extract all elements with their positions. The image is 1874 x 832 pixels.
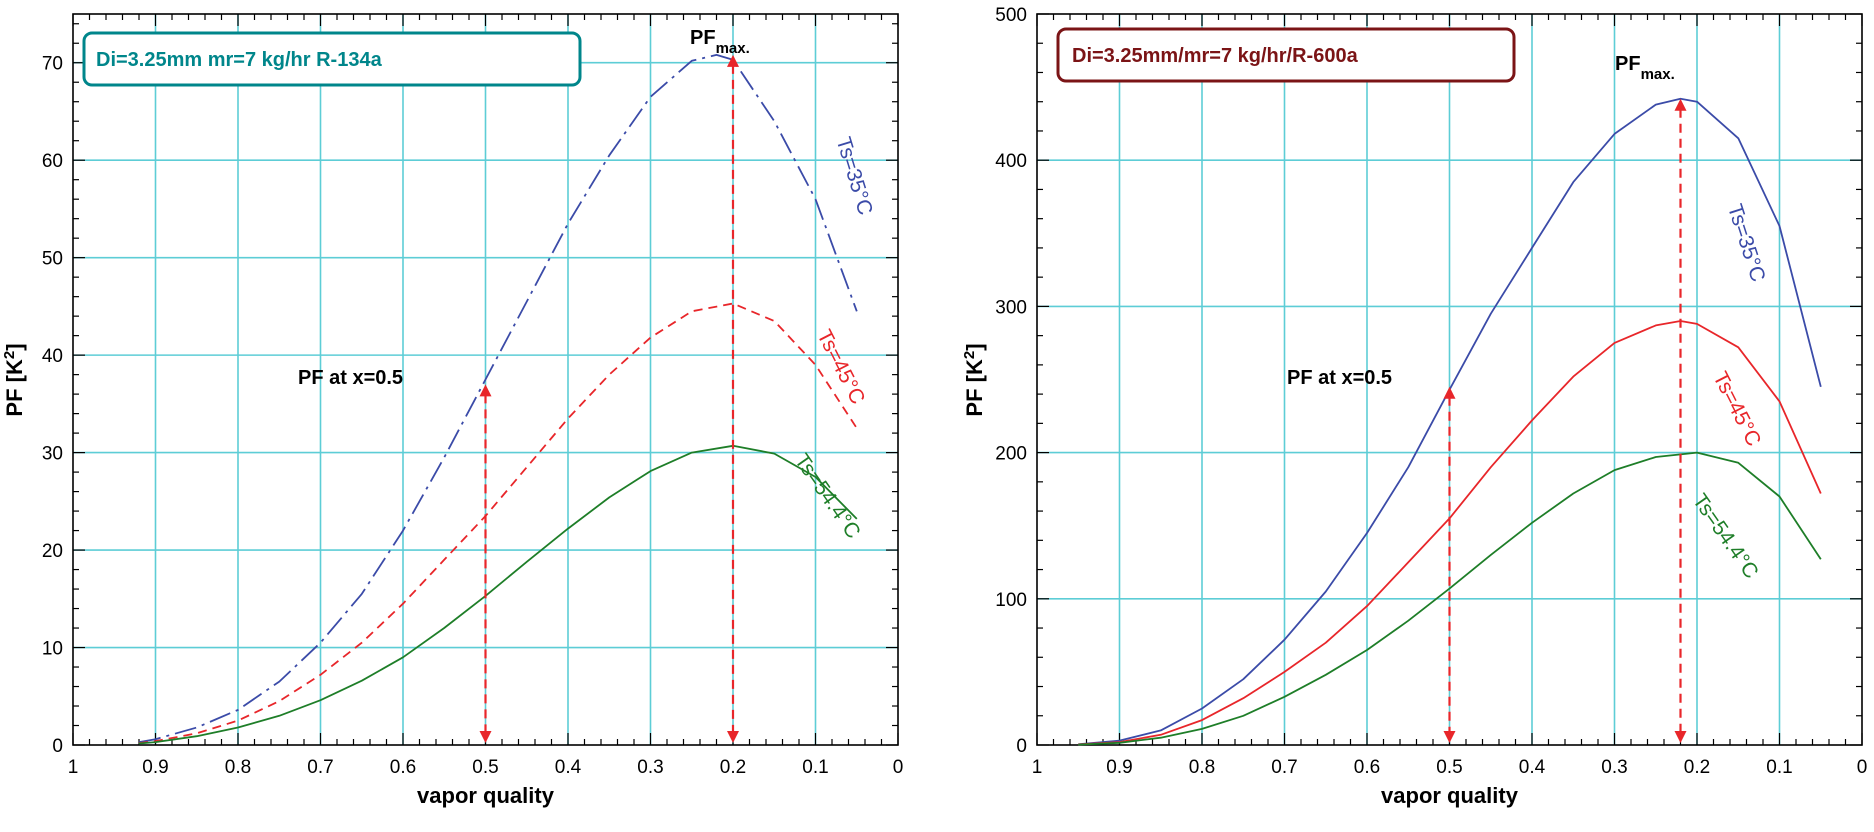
y-tick-label: 200 (995, 444, 1027, 465)
pf-x05-label: PF at x=0.5 (298, 367, 403, 389)
x-tick-label: 0.8 (225, 757, 251, 778)
x-tick-label: 1 (68, 757, 79, 778)
y-axis-label-close: ] (962, 343, 987, 350)
pf-x05-arrow-head-top (1443, 386, 1456, 399)
series-label-3: Ts=54.4°C (1688, 490, 1763, 583)
y-tick-label: 10 (42, 639, 63, 660)
series-label-3: Ts=54.4°C (790, 450, 865, 543)
pf-x05-arrow (479, 384, 492, 743)
axis-ticks (1036, 13, 1863, 746)
y-tick-label: 400 (995, 151, 1027, 172)
x-tick-label: 0.8 (1189, 757, 1215, 778)
x-axis-label: vapor quality (1381, 783, 1519, 808)
x-tick-label: 0 (1857, 757, 1868, 778)
series-line-3 (138, 444, 858, 745)
y-tick-label: 300 (995, 297, 1027, 318)
series-label-2: Ts=45°C (1708, 368, 1765, 450)
y-axis-label-sup: 2 (961, 351, 978, 359)
plot-frame (72, 13, 899, 746)
series-line-2 (138, 302, 858, 744)
y-tick-label: 0 (52, 736, 63, 757)
x-tick-label: 0.6 (1354, 757, 1380, 778)
pf-max-sub: max. (716, 40, 750, 57)
x-tick-label: 0.7 (307, 757, 333, 778)
info-box-text: Di=3.25mm mr=7 kg/hr R-134a (96, 49, 383, 71)
x-tick-label: 0.9 (142, 757, 168, 778)
grid (1037, 14, 1862, 745)
y-axis-label: PF [K2] (961, 343, 988, 416)
pf-x05-arrow (1443, 386, 1456, 743)
pf-max-arrow-head-bottom (727, 731, 739, 743)
y-axis-label-sup: 2 (1, 351, 18, 359)
series-line-1 (138, 54, 858, 743)
pf-max-arrow (727, 54, 739, 743)
chart-panel-2: 1 0.9 0.8 0.7 0.6 0.5 0.4 0.3 0.2 0.1 0 0 100 200 300 4… (961, 5, 1868, 808)
y-tick-label: 0 (1016, 736, 1027, 757)
x-tick-label: 0 (893, 757, 904, 778)
x-tick-label: 0.7 (1271, 757, 1297, 778)
y-axis-label: PF [K2] (1, 343, 28, 416)
x-tick-label: 0.3 (637, 757, 663, 778)
y-tick-label: 100 (995, 590, 1027, 611)
y-tick-label: 40 (42, 346, 63, 367)
y-tick-label: 20 (42, 541, 63, 562)
x-tick-label: 0.1 (1766, 757, 1792, 778)
pf-max-arrow-head-top (1674, 98, 1687, 111)
series-line-1 (1078, 97, 1822, 746)
pf-max-arrow-head-bottom (1674, 731, 1687, 743)
y-tick-label: 60 (42, 151, 63, 172)
x-tick-label: 1 (1032, 757, 1043, 778)
y-tick-label: 50 (42, 249, 63, 270)
pf-x05-label: PF at x=0.5 (1287, 367, 1392, 389)
x-tick-label: 0.1 (802, 757, 828, 778)
series-label-2: Ts=45°C (812, 326, 869, 408)
pf-max-label: PFmax. (1615, 53, 1675, 83)
pf-x05-arrow-head-bottom (479, 731, 492, 743)
x-tick-label: 0.4 (1519, 757, 1546, 778)
series-label-1: Ts=35°C (1723, 201, 1770, 284)
x-axis-label: vapor quality (417, 783, 555, 808)
info-box (1056, 27, 1516, 83)
x-tick-label: 0.5 (472, 757, 498, 778)
x-tick-label: 0.4 (555, 757, 582, 778)
pf-x05-arrow-head-bottom (1443, 731, 1456, 743)
pf-max-label: PFmax. (690, 27, 750, 57)
pf-x05-arrow-head-top (479, 384, 492, 397)
x-tick-label: 0.3 (1601, 757, 1627, 778)
x-tick-label: 0.5 (1436, 757, 1462, 778)
x-tick-label: 0.9 (1106, 757, 1132, 778)
y-tick-label: 500 (995, 5, 1027, 26)
x-tick-label: 0.2 (1684, 757, 1710, 778)
series-label-1: Ts=35°C (831, 134, 876, 217)
chart-panel-1: 1 0.9 0.8 0.7 0.6 0.5 0.4 0.3 0.2 0.1 0 0 10 20 30 40 50… (1, 13, 904, 808)
plot-frame (1036, 13, 1863, 746)
info-box-text: Di=3.25mm/mr=7 kg/hr/R-600a (1072, 45, 1359, 67)
y-tick-label: 30 (42, 444, 63, 465)
pf-max-sub: max. (1641, 66, 1675, 83)
pf-max-arrow (1674, 98, 1687, 743)
x-tick-label: 0.6 (390, 757, 416, 778)
series-line-2 (1078, 320, 1822, 746)
series-line-3 (1078, 451, 1822, 746)
y-tick-label: 70 (42, 54, 63, 75)
info-box (82, 31, 582, 87)
pf-max-arrow-head-top (727, 54, 739, 67)
y-axis-label-close: ] (2, 343, 27, 350)
x-tick-label: 0.2 (720, 757, 746, 778)
